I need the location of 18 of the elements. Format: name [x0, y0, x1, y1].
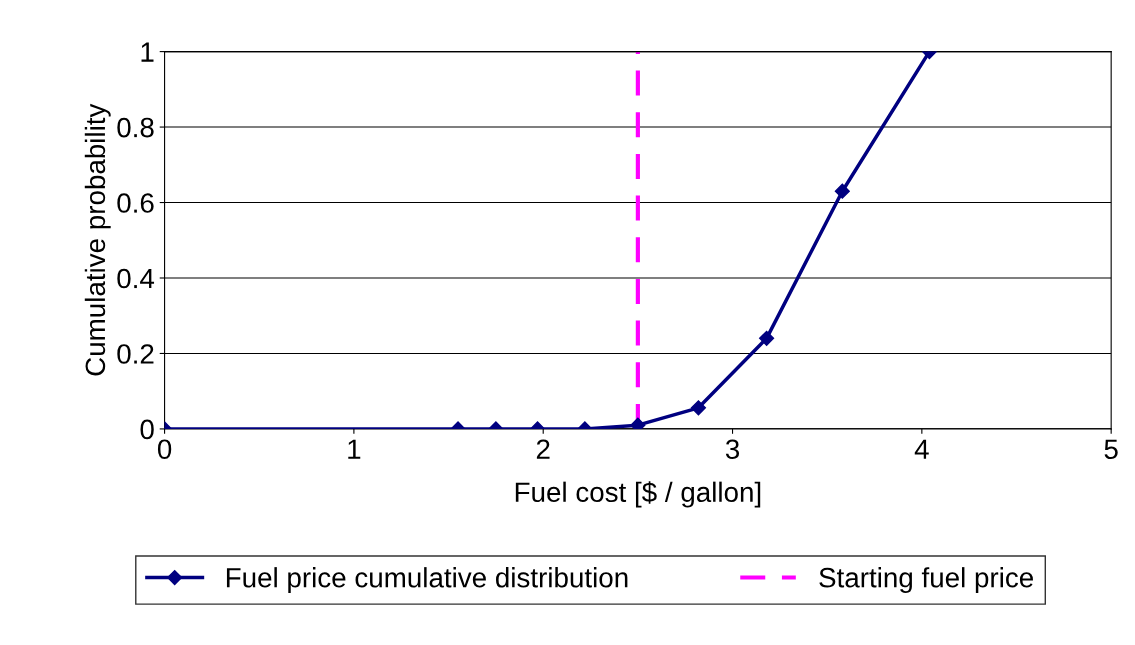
- x-tick-label: 0: [157, 439, 172, 460]
- y-tick-label: 0.8: [117, 117, 154, 138]
- x-tick-label: 2: [536, 439, 550, 459]
- point: [759, 330, 775, 346]
- y-tick-label: 0: [140, 419, 154, 440]
- y-tick-label: 0.2: [117, 344, 154, 364]
- y-tick-label: 1: [141, 42, 154, 62]
- y-tick-label: 0.6: [117, 193, 154, 213]
- x-tick-label: 1: [348, 439, 361, 459]
- x-axis-title: Fuel cost [$ / gallon]: [515, 481, 761, 508]
- y-axis-title: Cumulative probability: [84, 103, 111, 376]
- x-tick-label: 4: [914, 439, 929, 459]
- y-tick-label: 0.4: [117, 268, 155, 289]
- legend-label: Fuel price cumulative distribution: [226, 567, 628, 594]
- x-tick-label: 3: [725, 439, 740, 460]
- point: [834, 183, 850, 199]
- x-tick-label: 5: [1104, 439, 1118, 460]
- legend-label: Starting fuel price: [819, 567, 1033, 594]
